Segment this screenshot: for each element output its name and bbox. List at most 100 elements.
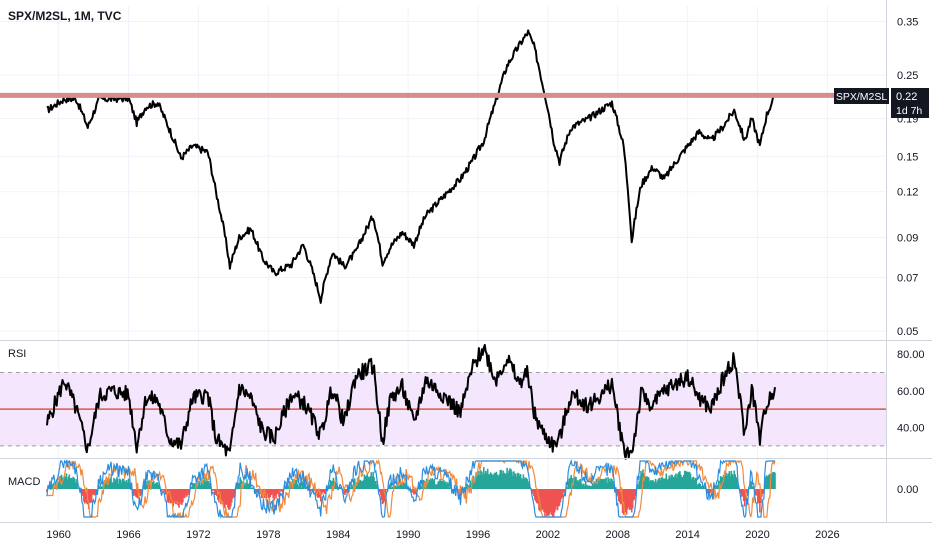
macd-hist-bar: [660, 477, 663, 489]
price-badge[interactable]: 0.22 1d 7h: [891, 88, 929, 118]
rsi-series: [46, 343, 776, 460]
macd-hist-bar: [552, 489, 555, 517]
macd-hist-bar: [676, 477, 678, 489]
macd-hist-bar: [111, 482, 113, 489]
price-panel[interactable]: [0, 29, 886, 304]
price-tick-label: 0.05: [897, 326, 918, 338]
macd-hist-bar: [560, 489, 563, 499]
macd-hist-bar: [731, 473, 734, 489]
price-axis[interactable]: 0.350.250.190.150.120.090.070.05: [897, 16, 918, 338]
macd-hist-bar: [187, 489, 190, 494]
macd-hist-bar: [298, 482, 301, 489]
macd-hist-bar: [618, 489, 621, 503]
macd-hist-bar: [715, 485, 718, 489]
macd-hist-bar: [128, 482, 131, 489]
macd-hist-bar: [474, 476, 476, 489]
macd-hist-bar: [54, 486, 57, 489]
macd-hist-bar: [683, 470, 686, 489]
macd-hist-bar: [648, 477, 650, 489]
macd-hist-bar: [156, 482, 159, 489]
macd-hist-bar: [554, 489, 557, 510]
macd-hist-bar: [293, 481, 296, 489]
macd-hist-bar: [330, 481, 333, 489]
macd-hist-bar: [213, 489, 215, 491]
rsi-panel[interactable]: [0, 343, 886, 460]
macd-hist-bar: [350, 487, 352, 489]
symbol-badge[interactable]: SPX/M2SL: [834, 88, 889, 104]
macd-hist-bar: [707, 489, 709, 494]
macd-hist-bar: [176, 489, 178, 502]
macd-hist-bar: [562, 489, 565, 493]
macd-hist-bar: [495, 471, 498, 489]
macd-hist-bar: [208, 483, 211, 489]
macd-hist-bar: [668, 475, 670, 489]
macd-hist-bar: [594, 481, 597, 489]
macd-hist-bar: [322, 489, 325, 492]
macd-hist-bar: [437, 481, 439, 489]
macd-hist-bar: [122, 478, 125, 489]
macd-hist-bar: [616, 489, 619, 496]
macd-hist-bar: [526, 478, 528, 489]
macd-hist-bar: [741, 489, 743, 497]
rsi-tick-label: 60.00: [897, 386, 925, 398]
macd-hist-bar: [578, 482, 580, 489]
macd-hist-bar: [397, 482, 400, 489]
macd-hist-bar: [761, 489, 763, 497]
macd-hist-bar: [603, 479, 605, 489]
macd-hist-bar: [276, 489, 278, 495]
macd-hist-bar: [178, 489, 180, 508]
panel-dividers[interactable]: [0, 0, 932, 523]
macd-hist-bar: [77, 487, 79, 489]
macd-hist-bar: [600, 479, 603, 489]
macd-hist-bar: [94, 489, 97, 495]
macd-hist-bar: [48, 488, 50, 490]
macd-hist-bar: [90, 489, 93, 503]
price-tick-label: 0.15: [897, 151, 918, 163]
macd-hist-bar: [580, 478, 582, 489]
macd-hist-bar: [517, 473, 520, 489]
macd-hist-bar: [373, 477, 375, 489]
macd-hist-bar: [754, 489, 757, 496]
macd-hist-bar: [649, 480, 652, 489]
time-tick-label: 1978: [256, 529, 280, 541]
time-tick-label: 2026: [815, 529, 839, 541]
macd-hist-bar: [575, 476, 577, 489]
macd-hist-bar: [442, 480, 444, 489]
macd-hist-bar: [371, 476, 373, 489]
macd-hist-bar: [245, 484, 247, 489]
rsi-axis[interactable]: 80.00 60.00 40.00: [897, 349, 925, 434]
macd-hist-bar: [183, 489, 185, 499]
macd-hist-bar: [147, 480, 149, 489]
macd-hist-bar: [192, 483, 195, 489]
macd-hist-bar: [238, 482, 240, 489]
macd-hist-bar: [297, 486, 300, 489]
macd-hist-bar: [719, 476, 722, 489]
macd-axis[interactable]: 0.00: [897, 484, 918, 496]
macd-hist-bar: [132, 489, 135, 496]
macd-hist-bar: [85, 489, 88, 504]
macd-hist-bar: [391, 486, 394, 489]
macd-hist-bar: [216, 489, 218, 497]
time-axis[interactable]: 1960 1966 1972 1978 1984 1990 1996 2002 2008 2014…: [46, 529, 839, 541]
macd-hist-bar: [730, 470, 733, 489]
macd-hist-bar: [750, 481, 753, 489]
macd-hist-bar: [358, 479, 361, 489]
macd-hist-bar: [398, 486, 401, 489]
macd-hist-bar: [650, 481, 653, 489]
macd-hist-bar: [695, 478, 698, 489]
macd-hist-bar: [269, 489, 272, 498]
grid: [0, 6, 886, 522]
macd-hist-bar: [745, 489, 748, 494]
time-tick-label: 1996: [466, 529, 490, 541]
macd-hist-bar: [204, 477, 206, 489]
macd-hist-bar: [468, 485, 471, 489]
macd-hist-bar: [548, 489, 550, 516]
macd-panel[interactable]: [46, 458, 776, 519]
macd-hist-bar: [687, 472, 690, 489]
macd-hist-bar: [473, 479, 475, 489]
macd-hist-bar: [205, 478, 207, 489]
macd-hist-bar: [395, 486, 398, 489]
macd-hist-bar: [266, 489, 269, 494]
macd-hist-bar: [439, 479, 441, 489]
macd-hist-bar: [361, 481, 364, 489]
